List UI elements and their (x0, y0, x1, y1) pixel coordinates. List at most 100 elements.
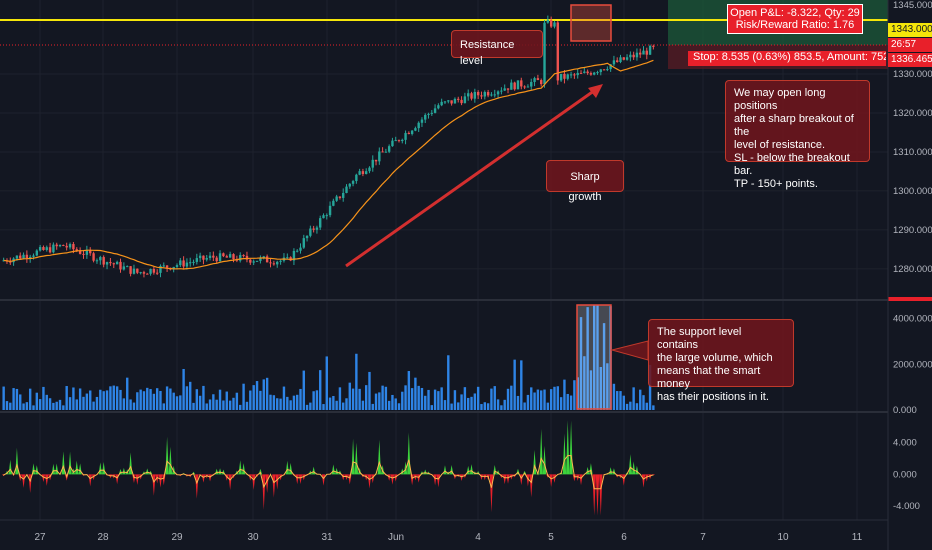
volume-bar[interactable] (351, 388, 355, 410)
oscillator-series[interactable] (1, 420, 656, 516)
volume-bar[interactable] (526, 394, 530, 410)
volume-bar[interactable] (410, 388, 414, 410)
candle-body[interactable] (325, 215, 328, 217)
candle-body[interactable] (32, 255, 35, 257)
candle-body[interactable] (142, 272, 146, 274)
volume-bar[interactable] (159, 390, 162, 410)
volume-bar[interactable] (325, 356, 328, 410)
volume-bar[interactable] (493, 386, 496, 410)
candle-body[interactable] (397, 140, 401, 142)
candle-body[interactable] (566, 74, 569, 79)
candle-body[interactable] (35, 250, 39, 256)
volume-bar[interactable] (463, 387, 467, 410)
candle-body[interactable] (503, 88, 506, 91)
volume-bar[interactable] (480, 404, 483, 410)
candle-body[interactable] (198, 255, 202, 259)
candle-body[interactable] (430, 112, 433, 114)
candle-body[interactable] (433, 108, 437, 113)
candle-body[interactable] (322, 215, 325, 219)
candle-body[interactable] (279, 260, 282, 262)
candle-body[interactable] (45, 247, 48, 250)
volume-bar[interactable] (328, 397, 332, 410)
volume-bar[interactable] (496, 399, 500, 410)
volume-bar[interactable] (289, 400, 292, 410)
volume-bar[interactable] (365, 385, 368, 410)
volume-bar[interactable] (401, 391, 404, 410)
candle-body[interactable] (553, 22, 556, 27)
volume-bar[interactable] (440, 387, 443, 410)
candle-body[interactable] (589, 73, 593, 75)
candle-body[interactable] (437, 105, 440, 109)
volume-bar[interactable] (179, 395, 182, 410)
candle-body[interactable] (162, 265, 165, 267)
volume-bar[interactable] (453, 390, 457, 410)
volume-bar[interactable] (48, 398, 52, 410)
candle-body[interactable] (473, 91, 477, 99)
candle-body[interactable] (269, 262, 272, 264)
volume-bar[interactable] (202, 385, 205, 410)
volume-bar[interactable] (348, 382, 351, 410)
candle-body[interactable] (189, 262, 192, 264)
candle-body[interactable] (228, 254, 232, 258)
candle-body[interactable] (460, 99, 463, 104)
volume-bar[interactable] (612, 383, 616, 410)
volume-bar[interactable] (169, 388, 172, 410)
candle-body[interactable] (9, 261, 12, 263)
volume-bar[interactable] (105, 390, 109, 410)
volume-bar[interactable] (146, 387, 149, 410)
volume-bar[interactable] (242, 383, 245, 410)
candle-body[interactable] (500, 90, 503, 92)
volume-bar[interactable] (82, 396, 85, 410)
volume-bar[interactable] (122, 398, 126, 410)
volume-bar[interactable] (503, 399, 506, 410)
candle-body[interactable] (530, 81, 533, 87)
volume-bar[interactable] (569, 395, 573, 410)
volume-bar[interactable] (282, 386, 286, 410)
volume-bar[interactable] (78, 388, 82, 410)
candle-body[interactable] (218, 253, 222, 262)
volume-bar[interactable] (559, 397, 563, 410)
candle-body[interactable] (299, 247, 302, 251)
candle-body[interactable] (122, 266, 126, 270)
volume-bar[interactable] (109, 386, 112, 410)
volume-bar[interactable] (639, 389, 642, 410)
candle-body[interactable] (420, 119, 424, 123)
candle-body[interactable] (245, 255, 249, 260)
volume-bar[interactable] (556, 386, 559, 410)
volume-bar[interactable] (55, 401, 58, 410)
volume-bar[interactable] (500, 405, 503, 410)
volume-bar[interactable] (45, 394, 48, 410)
volume-bar[interactable] (381, 385, 384, 410)
volume-bar[interactable] (189, 381, 192, 410)
candle-body[interactable] (225, 256, 228, 258)
candle-body[interactable] (42, 247, 45, 250)
volume-bar[interactable] (579, 317, 583, 410)
volume-bar[interactable] (433, 389, 437, 410)
candle-body[interactable] (563, 73, 566, 79)
volume-bar[interactable] (523, 402, 526, 410)
candle-body[interactable] (195, 258, 199, 262)
candle-body[interactable] (115, 261, 119, 265)
pnl-box[interactable]: Open P&L: -8.322, Qty: 29 Risk/Reward Ra… (727, 4, 863, 34)
volume-bar[interactable] (262, 379, 265, 410)
candle-body[interactable] (493, 94, 496, 96)
volume-bar[interactable] (437, 391, 440, 410)
candle-body[interactable] (424, 114, 427, 120)
candle-body[interactable] (447, 100, 450, 102)
candle-body[interactable] (523, 86, 526, 88)
volume-bar[interactable] (473, 393, 477, 410)
candle-body[interactable] (496, 91, 500, 95)
volume-bar[interactable] (338, 387, 342, 410)
candle-body[interactable] (348, 183, 351, 187)
candle-body[interactable] (520, 80, 523, 87)
volume-bar[interactable] (205, 403, 208, 410)
candle-body[interactable] (616, 60, 619, 63)
volume-bar[interactable] (279, 398, 282, 410)
volume-bar[interactable] (269, 394, 272, 410)
candle-body[interactable] (25, 254, 29, 259)
candle-body[interactable] (89, 250, 92, 254)
volume-bar[interactable] (232, 397, 235, 410)
candle-body[interactable] (642, 50, 645, 55)
candle-body[interactable] (239, 255, 242, 261)
volume-bar[interactable] (553, 386, 556, 410)
